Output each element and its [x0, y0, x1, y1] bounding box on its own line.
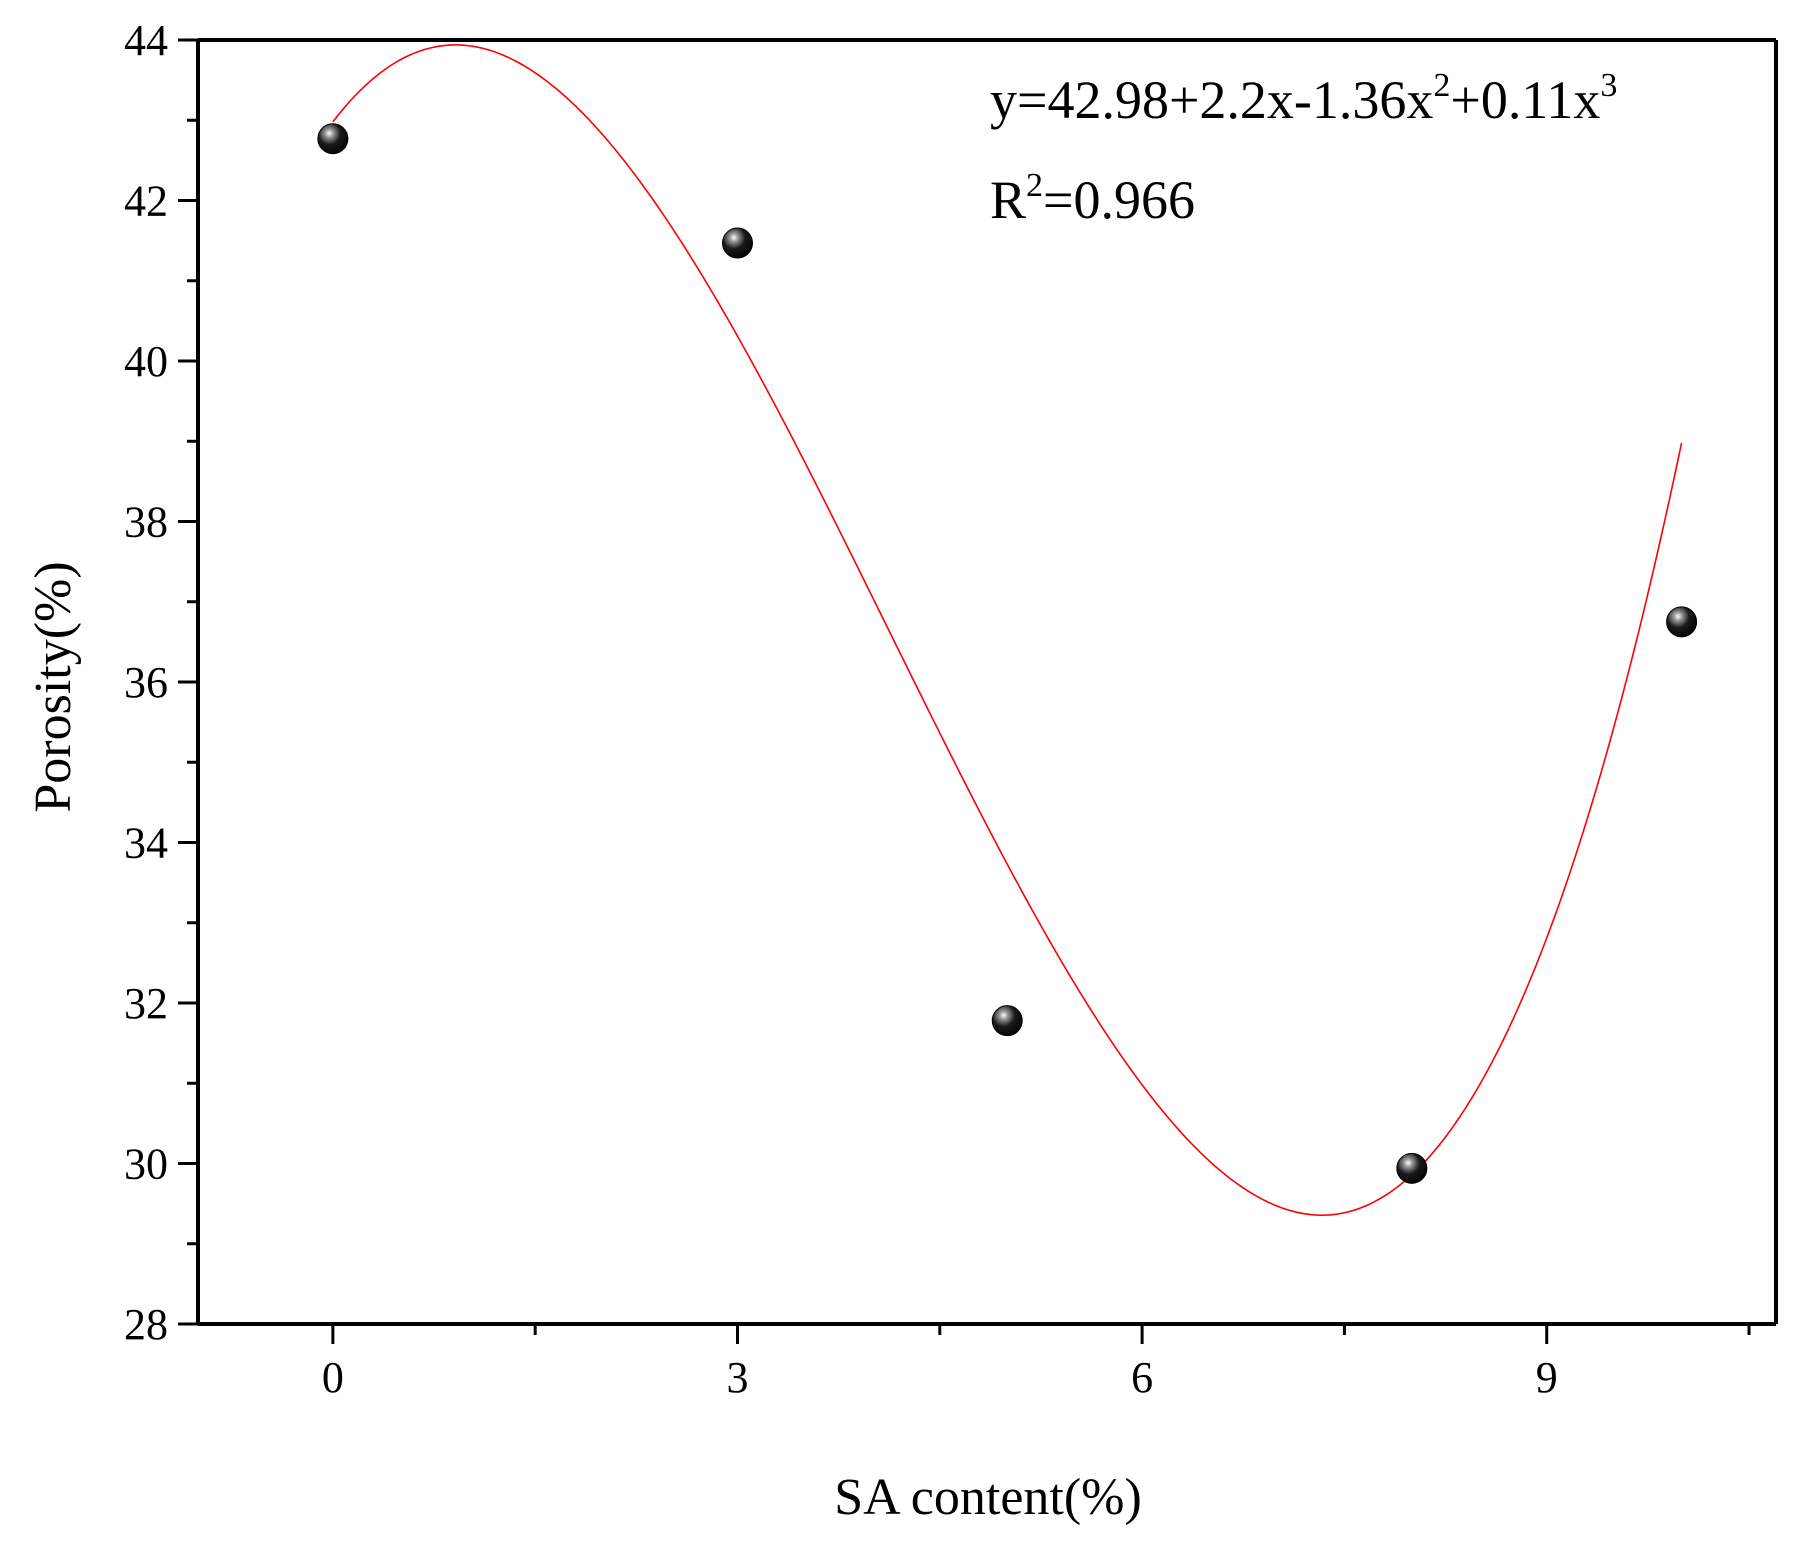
y-tick-label: 34 — [124, 819, 168, 868]
data-point — [1396, 1152, 1428, 1184]
data-point — [1666, 606, 1698, 638]
data-point — [991, 1005, 1023, 1037]
r-squared-base: R — [990, 170, 1026, 230]
x-tick-label: 0 — [322, 1353, 344, 1402]
y-tick-label: 30 — [124, 1140, 168, 1189]
x-tick-label: 6 — [1131, 1353, 1153, 1402]
fit-equation-cube: 3 — [1600, 67, 1617, 104]
fit-equation: y=42.98+2.2x-1.36x2+0.11x3 — [990, 67, 1617, 130]
x-tick-label: 9 — [1536, 1353, 1558, 1402]
x-tick-label: 3 — [726, 1353, 748, 1402]
y-axis-title: Porosity(%) — [25, 561, 82, 812]
fit-equation-base: y=42.98+2.2x-1.36x — [990, 70, 1433, 130]
y-tick-label: 44 — [124, 16, 168, 65]
y-tick-label: 32 — [124, 979, 168, 1028]
data-point — [721, 227, 753, 259]
y-tick-label: 38 — [124, 498, 168, 547]
y-tick-label: 40 — [124, 337, 168, 386]
r-squared-value: =0.966 — [1043, 170, 1195, 230]
r-squared: R2=0.966 — [990, 167, 1195, 230]
y-tick-label: 28 — [124, 1300, 168, 1349]
fit-equation-sq: 2 — [1433, 67, 1450, 104]
r-squared-sup: 2 — [1026, 167, 1043, 204]
data-point — [317, 123, 349, 155]
fit-curve — [332, 44, 1683, 1216]
y-tick-label: 42 — [124, 177, 168, 226]
y-tick-label: 36 — [124, 658, 168, 707]
x-axis-title: SA content(%) — [834, 1469, 1142, 1526]
fit-equation-mid: +0.11x — [1450, 70, 1600, 130]
